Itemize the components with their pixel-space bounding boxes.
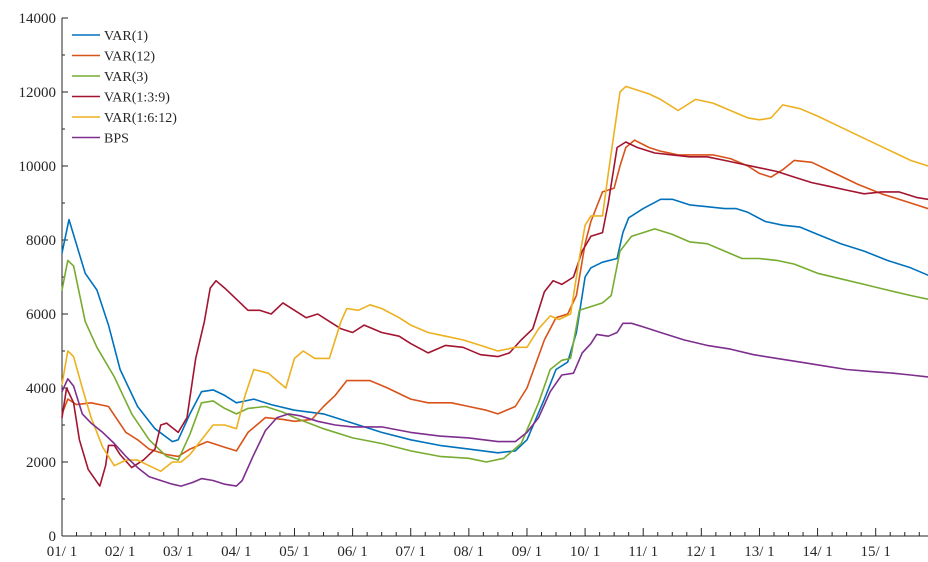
x-tick-label: 03/ 1	[163, 544, 193, 560]
x-tick-label: 01/ 1	[47, 544, 77, 560]
x-tick-label: 11/ 1	[628, 544, 658, 560]
x-tick-label: 15/ 1	[860, 544, 890, 560]
x-tick-label: 04/ 1	[221, 544, 251, 560]
chart-axes: 0 2000 4000 6000 8000 10000 12000 14000 01/ 1 02/…	[19, 11, 928, 560]
x-tick-label: 07/ 1	[396, 544, 426, 560]
y-tick-label: 8000	[26, 233, 56, 249]
x-tick-label: 09/ 1	[512, 544, 542, 560]
series-line-5	[61, 322, 928, 487]
series-line-2	[61, 228, 928, 463]
x-tick-label: 06/ 1	[337, 544, 367, 560]
legend-label: VAR(1:3:9)	[104, 91, 170, 106]
x-tick-label: 02/ 1	[105, 544, 135, 560]
y-tick-label: 2000	[26, 455, 56, 471]
y-tick-label: 6000	[26, 307, 56, 323]
series-line-0	[61, 198, 928, 454]
y-tick-label: 4000	[26, 381, 56, 397]
x-tick-label: 12/ 1	[686, 544, 716, 560]
legend-label: BPS	[104, 132, 129, 147]
y-tick-label: 0	[49, 529, 57, 545]
x-tick-label: 10/ 1	[570, 544, 600, 560]
x-tick-label: 05/ 1	[279, 544, 309, 560]
chart-legend: VAR(1) VAR(12) VAR(3) VAR(1:3:9) VAR(1:6:12)…	[72, 29, 177, 147]
y-tick-label: 14000	[19, 11, 57, 27]
x-tick-label: 08/ 1	[454, 544, 484, 560]
chart-series-lines	[61, 85, 928, 487]
legend-label: VAR(12)	[104, 50, 155, 65]
y-tick-label: 12000	[19, 85, 57, 101]
series-line-3	[61, 141, 928, 487]
y-tick-label: 10000	[19, 159, 57, 175]
legend-label: VAR(1)	[104, 29, 148, 44]
legend-label: VAR(3)	[104, 70, 148, 85]
series-line-4	[61, 85, 928, 473]
x-tick-label: 14/ 1	[802, 544, 832, 560]
legend-label: VAR(1:6:12)	[104, 111, 177, 126]
x-tick-label: 13/ 1	[744, 544, 774, 560]
